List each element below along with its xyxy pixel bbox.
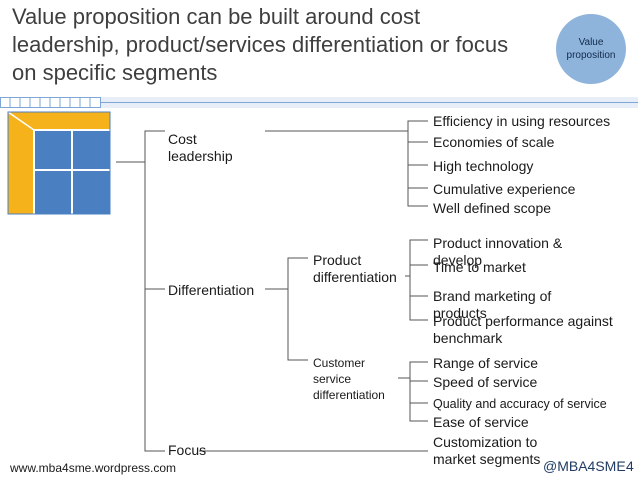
value-proposition-badge: Value proposition: [556, 14, 626, 84]
customer-item: Quality and accuracy of service: [433, 397, 607, 411]
cost-item: Well defined scope: [433, 200, 552, 216]
product-item: Time to market: [433, 259, 526, 275]
grid-logo: [7, 111, 111, 215]
header-divider: [0, 97, 638, 108]
product-item: Product innovation & develop: [433, 235, 563, 268]
slide-title: Value proposition can be built around co…: [12, 4, 509, 85]
cost-item: Economies of scale: [433, 134, 555, 150]
customer-item: Range of service: [433, 355, 539, 371]
product-differentiation-label: Product differentiation: [313, 252, 397, 285]
customer-item: Ease of service: [433, 414, 529, 430]
cost-item: High technology: [433, 158, 534, 174]
focus-label: Focus: [168, 442, 207, 458]
product-item: Brand marketing of products: [433, 288, 552, 321]
customer-item: Speed of service: [433, 374, 538, 390]
footer-url: www.mba4sme.wordpress.com: [10, 461, 177, 475]
badge-label: Value proposition: [566, 37, 616, 61]
customer-service-differentiation-label: Customer service differentiation: [313, 356, 385, 402]
cost-item: Cumulative experience: [433, 181, 576, 197]
cost-item: Efficiency in using resources: [433, 113, 611, 129]
cost-leadership-label: Cost leadership: [168, 131, 233, 164]
page-number: 4: [626, 458, 634, 474]
product-item: Product performance against benchmark: [433, 313, 613, 346]
footer-handle: @MBA4SME: [543, 458, 626, 474]
differentiation-label: Differentiation: [168, 282, 255, 298]
focus-item: Customization to market segments: [433, 434, 541, 467]
